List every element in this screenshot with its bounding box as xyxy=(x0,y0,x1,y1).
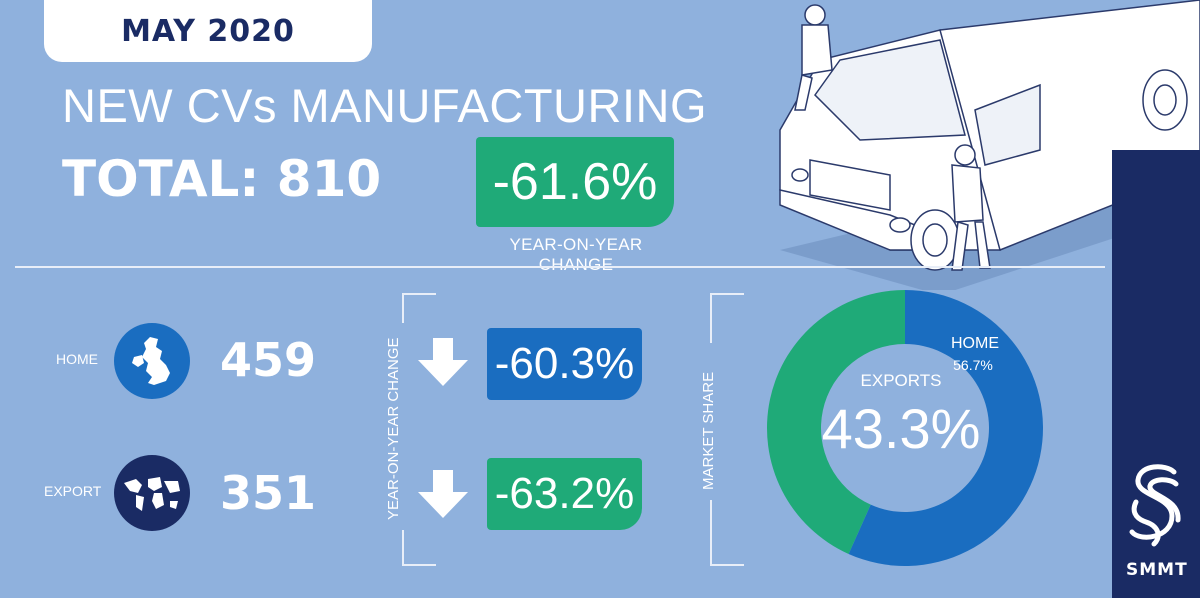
down-arrow-icon xyxy=(418,338,468,386)
donut-slice-exports xyxy=(766,290,905,554)
donut-label-exports: EXPORTS xyxy=(861,371,942,390)
down-arrow-icon xyxy=(418,470,468,518)
export-yoy-change: -63.2% xyxy=(487,458,642,530)
total-yoy-label: YEAR-ON-YEAR CHANGE xyxy=(509,235,643,274)
section-divider xyxy=(15,266,1105,268)
home-yoy-change: -60.3% xyxy=(487,328,642,400)
yoy-bracket-top xyxy=(402,293,404,323)
month-label: MAY 2020 xyxy=(121,13,295,49)
yoy-bracket-bottom xyxy=(402,530,404,566)
globe-icon xyxy=(114,455,190,531)
total-value: TOTAL: 810 xyxy=(62,150,382,208)
donut-slice-home xyxy=(848,290,1043,566)
smmt-logo-icon xyxy=(1129,464,1181,547)
share-bracket-bottom xyxy=(710,500,712,566)
home-value: 459 xyxy=(220,333,317,387)
brand-bar xyxy=(1112,150,1200,598)
page-title: NEW CVs MANUFACTURING xyxy=(62,79,707,132)
share-side-label: MARKET SHARE xyxy=(700,371,717,490)
export-value: 351 xyxy=(220,466,317,520)
market-share-donut: EXPORTS 43.3% HOME 56.7% xyxy=(766,290,1043,566)
donut-value-home: 56.7% xyxy=(953,357,993,373)
month-tab: MAY 2020 xyxy=(44,0,372,62)
home-label: HOME xyxy=(56,351,98,367)
donut-label-home: HOME xyxy=(951,335,999,352)
export-label: EXPORT xyxy=(44,483,102,499)
donut-value-exports: 43.3% xyxy=(822,397,981,460)
share-bracket-top xyxy=(710,293,712,343)
total-yoy-change: -61.6% xyxy=(476,137,674,227)
uk-map-icon xyxy=(114,323,190,399)
brand-name: SMMT xyxy=(1126,560,1188,580)
yoy-side-label: YEAR-ON-YEAR CHANGE xyxy=(385,337,402,520)
